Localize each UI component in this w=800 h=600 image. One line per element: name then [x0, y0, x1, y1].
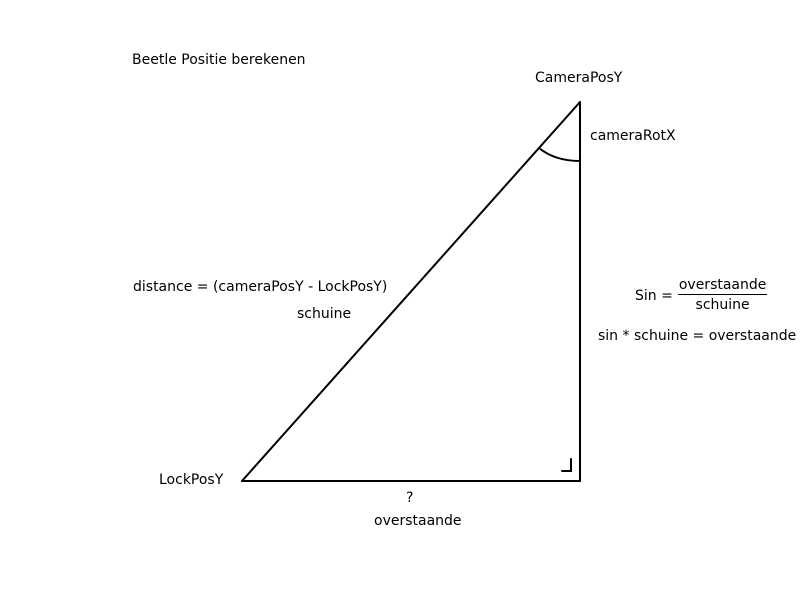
derived-formula: sin * schuine = overstaande: [598, 328, 797, 344]
unknown-marker: ?: [406, 490, 414, 506]
fraction-denominator: schuine: [695, 297, 750, 313]
sine-fraction: overstaande schuine: [677, 276, 768, 315]
vertex-label-bottom-left: LockPosY: [159, 472, 224, 488]
sine-formula-lhs: Sin =: [635, 287, 673, 304]
vertex-label-top: CameraPosY: [535, 70, 623, 86]
sine-formula: Sin = overstaande schuine: [635, 276, 768, 315]
angle-label: cameraRotX: [590, 128, 676, 144]
distance-formula: distance = (cameraPosY - LockPosY): [133, 279, 388, 295]
diagram-title: Beetle Positie berekenen: [132, 52, 306, 68]
fraction-numerator: overstaande: [677, 277, 768, 295]
hypotenuse-line: [241, 101, 581, 482]
bottom-side-label: overstaande: [374, 513, 462, 529]
hypotenuse-label: schuine: [297, 306, 352, 322]
right-angle-marker: [561, 458, 572, 472]
angle-arc: [538, 147, 581, 162]
